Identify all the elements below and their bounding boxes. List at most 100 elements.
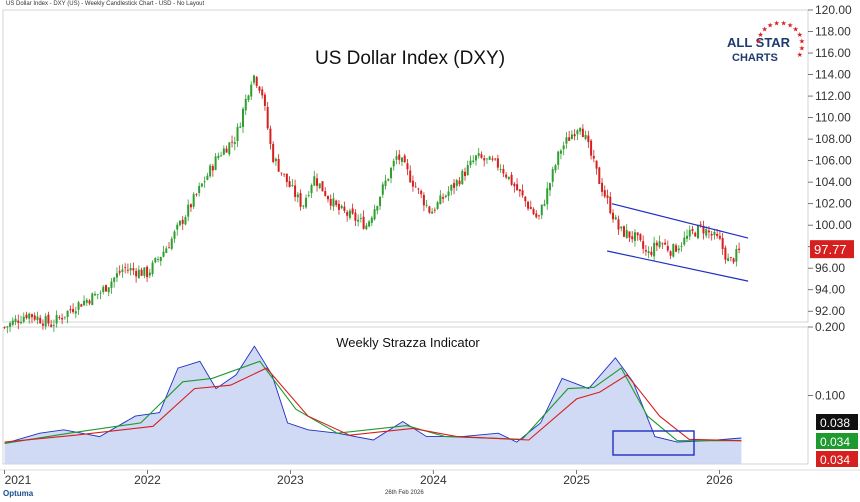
candle-body [113,277,116,282]
candle-body [184,217,187,225]
candle-body [455,180,458,187]
candle-body [666,245,669,251]
candle-body [143,267,146,276]
candle-body [694,232,697,237]
candle-body [41,323,44,326]
candle-body [91,293,94,306]
candle-body [601,182,604,192]
candle-body [329,198,332,206]
candle-body [255,76,258,86]
candle-body [387,178,390,181]
candle-body [518,189,521,192]
candle-body [477,153,480,156]
candle-body [494,158,497,160]
indicator-line-green [4,360,742,444]
candle-body [669,251,672,256]
price-tick-label: 104.00 [815,175,852,189]
candle-body [209,165,212,177]
candle-body [527,201,530,209]
candle-body [321,181,324,192]
candle-body [688,230,691,237]
candle-body [28,313,31,319]
candle-body [137,269,140,278]
candle-body [346,211,349,216]
logo-star-icon: ★ [755,38,761,46]
year-label: 2024 [420,473,447,487]
indicator-value-label: 0.038 [820,416,850,430]
candle-body [99,292,102,294]
candle-body [370,217,373,223]
candle-body [104,285,107,292]
candle-body [162,251,165,257]
candle-body [244,98,247,111]
candle-body [612,212,615,220]
candle-body [675,245,678,252]
candle-body [14,318,17,323]
candle-body [474,155,477,161]
candle-body [617,219,620,230]
candle-body [406,163,409,170]
candle-body [464,171,467,177]
candle-body [590,140,593,156]
candle-body [66,310,69,317]
indicator-value-box [816,433,858,449]
candle-body [296,194,299,198]
candle-body [159,256,162,262]
candle-body [491,158,494,160]
candle-body [543,204,546,206]
candle-body [368,221,371,227]
candle-body [285,173,288,183]
candle-body [696,225,699,239]
candle-body [568,137,571,141]
candle-body [72,309,75,313]
candle-body [622,226,625,237]
candle-body [653,242,656,257]
candle-body [283,173,286,175]
candle-body [305,197,308,208]
candle-body [633,232,636,241]
candle-body [94,293,97,296]
year-label: 2021 [5,473,32,487]
candle-body [343,206,346,211]
candle-body [409,170,412,183]
logo-star-icon: ★ [793,25,799,33]
candle-body [168,247,171,249]
candle-body [124,267,127,269]
candle-body [61,317,64,320]
candle-body [313,176,316,186]
candle-body [466,165,469,175]
candle-body [324,191,327,196]
channel-lower-line [607,250,749,282]
candle-body [83,300,86,306]
candle-body [436,202,439,209]
candle-body [650,251,653,256]
candle-body [214,156,217,170]
candle-body [439,195,442,205]
candle-body [392,160,395,167]
last-price-label: 97.77 [814,242,847,257]
candle-body [702,225,705,234]
candle-body [69,309,72,311]
candle-body [6,326,9,328]
indicator-value-box [816,451,858,467]
price-tick-label: 110.00 [815,111,851,125]
candle-body [110,281,113,288]
candle-body [557,151,560,165]
candle-body [30,314,33,318]
candle-body [480,154,483,158]
candle-body [115,273,118,278]
candle-body [126,269,129,271]
candle-body [716,233,719,237]
candle-body [22,316,25,322]
candle-body [211,166,214,171]
candle-body [631,236,634,240]
candle-body [732,258,735,263]
candle-body [707,230,710,233]
candle-body [247,95,250,101]
price-tick-label: 106.00 [815,154,852,168]
candle-body [546,188,549,205]
candle-body [228,142,231,155]
candle-body [173,231,176,239]
candle-body [233,142,236,144]
candle-body [721,238,724,250]
